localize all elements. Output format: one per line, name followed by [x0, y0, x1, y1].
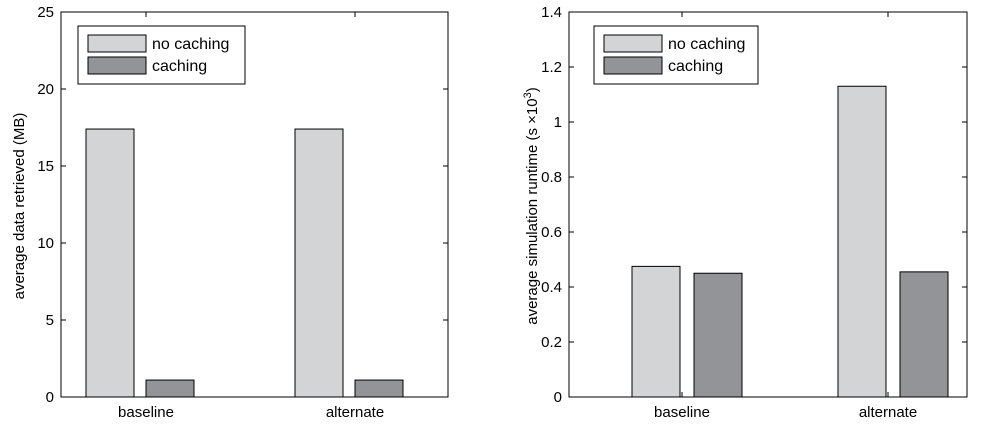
legend-swatch: [603, 56, 663, 75]
chart-panel-right: average simulation runtime (s ×103) 0 0.2…: [522, 4, 968, 421]
y-axis-label-suffix: ): [524, 87, 541, 92]
legend-swatch: [87, 56, 147, 75]
x-tick-label: alternate: [859, 404, 917, 421]
y-axis-label-main: average simulation runtime (s ×10: [524, 98, 541, 324]
bar-no-caching-baseline: [85, 128, 135, 398]
y-axis-label: average data retrieved (MB): [11, 113, 28, 300]
y-tick-label: 1: [554, 114, 562, 131]
y-tick-label: 0: [46, 389, 54, 406]
bar-no-caching-alternate: [294, 128, 344, 398]
x-tick-label: baseline: [654, 404, 710, 421]
axes-frame: [60, 11, 449, 398]
bar-caching-alternate: [354, 379, 404, 398]
x-tick-label: alternate: [326, 404, 384, 421]
bar-caching-baseline: [145, 379, 195, 398]
legend-entry: caching: [668, 58, 723, 75]
x-tick-label: baseline: [118, 404, 174, 421]
chart-panel-left: average data retrieved (MB) 0 5 10 15 20 25 ba…: [11, 4, 449, 421]
y-tick-label: 0.6: [541, 224, 562, 241]
y-tick-label: 5: [46, 312, 54, 329]
y-tick-label: 0.8: [541, 169, 562, 186]
legend-swatch: [603, 34, 663, 53]
axes-frame: [568, 11, 968, 398]
y-tick-label: 1.4: [541, 4, 562, 21]
legend-entry: caching: [152, 58, 207, 75]
y-tick-label: 15: [37, 158, 54, 175]
y-tick-label: 0.4: [541, 279, 562, 296]
bar-no-caching-baseline: [631, 265, 681, 398]
bar-caching-baseline: [693, 272, 743, 398]
y-tick-label: 20: [37, 81, 54, 98]
y-axis-label-exponent: 3: [522, 92, 534, 98]
y-tick-label: 25: [37, 4, 54, 21]
bar-caching-alternate: [899, 271, 949, 398]
legend-entry: no caching: [668, 36, 745, 53]
y-tick-label: 0: [554, 389, 562, 406]
legend-entry: no caching: [152, 36, 229, 53]
bar-no-caching-alternate: [837, 85, 887, 398]
legend-swatch: [87, 34, 147, 53]
y-tick-label: 1.2: [541, 59, 562, 76]
y-tick-label: 10: [37, 235, 54, 252]
y-tick-label: 0.2: [541, 334, 562, 351]
y-axis-label: average simulation runtime (s ×103): [522, 87, 541, 325]
